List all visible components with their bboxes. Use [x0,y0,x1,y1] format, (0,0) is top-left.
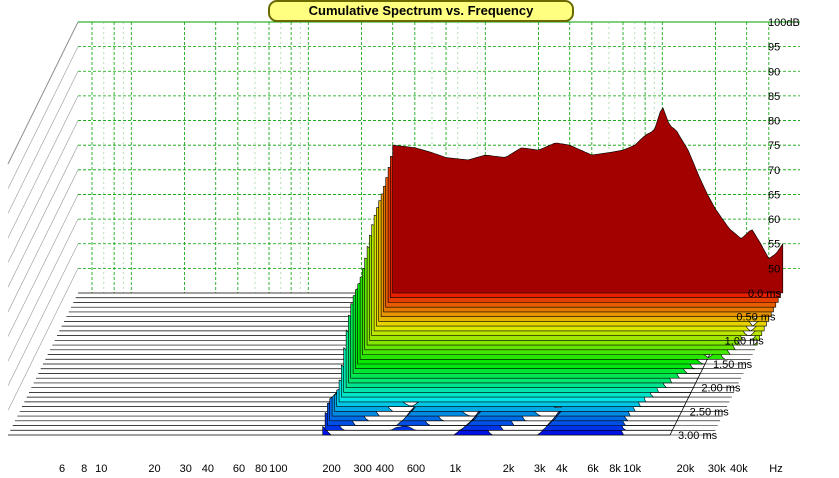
waterfall-slice [327,339,718,426]
x-unit-label: Hz [769,463,782,475]
z-tick-label: 0.50 ms [736,312,776,324]
x-tick-label: 300 [354,463,372,475]
y-tick-label: 50 [768,263,780,275]
x-tick-label: 20k [677,463,695,475]
y-tick-label: 65 [768,189,780,201]
x-tick-label: 100 [269,463,287,475]
x-tick-label: 10 [95,463,107,475]
z-tick-label: 1.50 ms [713,359,753,371]
y-tick-label: 100dB [768,17,800,29]
z-tick-label: 2.00 ms [701,383,741,395]
x-tick-label: 200 [322,463,340,475]
waterfall-slice [392,107,784,294]
x-tick-label: 3k [534,463,546,475]
x-tick-label: 4k [556,463,568,475]
chart-title: Cumulative Spectrum vs. Frequency [268,0,574,22]
y-tick-label: 85 [768,91,780,103]
y-tick-label: 70 [768,165,780,177]
x-tick-label: 6k [587,463,599,475]
grid-side-line [7,120,79,263]
x-tick-label: 40 [202,463,214,475]
grid-side-line [7,145,79,288]
y-tick-label: 55 [768,239,780,251]
y-tick-label: 90 [768,66,780,78]
y-tick-label: 80 [768,116,780,128]
grid-side-line [7,169,79,312]
x-tick-label: 10k [623,463,641,475]
grid-side-line [7,21,79,165]
grid-side-line [7,268,79,411]
z-tick-label: 0.0 ms [748,288,782,300]
grid-side-line [7,194,79,337]
x-tick-label: 400 [376,463,394,475]
y-tick-label: 60 [768,214,780,226]
x-tick-label: 60 [233,463,245,475]
x-tick-label: 8k [609,463,621,475]
grid-side-line [7,218,79,362]
x-tick-label: 40k [730,463,748,475]
waterfall-slices [322,107,784,436]
z-tick-label: 1.00 ms [725,335,765,347]
x-tick-label: 30 [180,463,192,475]
x-tick-label: 8 [81,463,87,475]
grid-side-line [7,46,79,189]
z-tick-label: 3.00 ms [678,430,718,442]
y-tick-label: 75 [768,140,780,152]
x-tick-label: 1k [449,463,461,475]
waterfall-slice [322,360,714,436]
y-tick-label: 95 [768,42,780,54]
waterfall-slice [324,352,716,431]
x-tick-label: 6 [59,463,65,475]
grid-side-line [7,243,79,386]
x-tick-label: 30k [708,463,726,475]
x-tick-label: 600 [407,463,425,475]
grid-side-line [7,95,79,239]
x-tick-label: 20 [148,463,160,475]
x-tick-label: 80 [255,463,267,475]
x-tick-label: 2k [503,463,515,475]
waterfall-slice [329,322,721,422]
grid-side-line [7,71,79,214]
z-tick-label: 2.50 ms [690,406,730,418]
